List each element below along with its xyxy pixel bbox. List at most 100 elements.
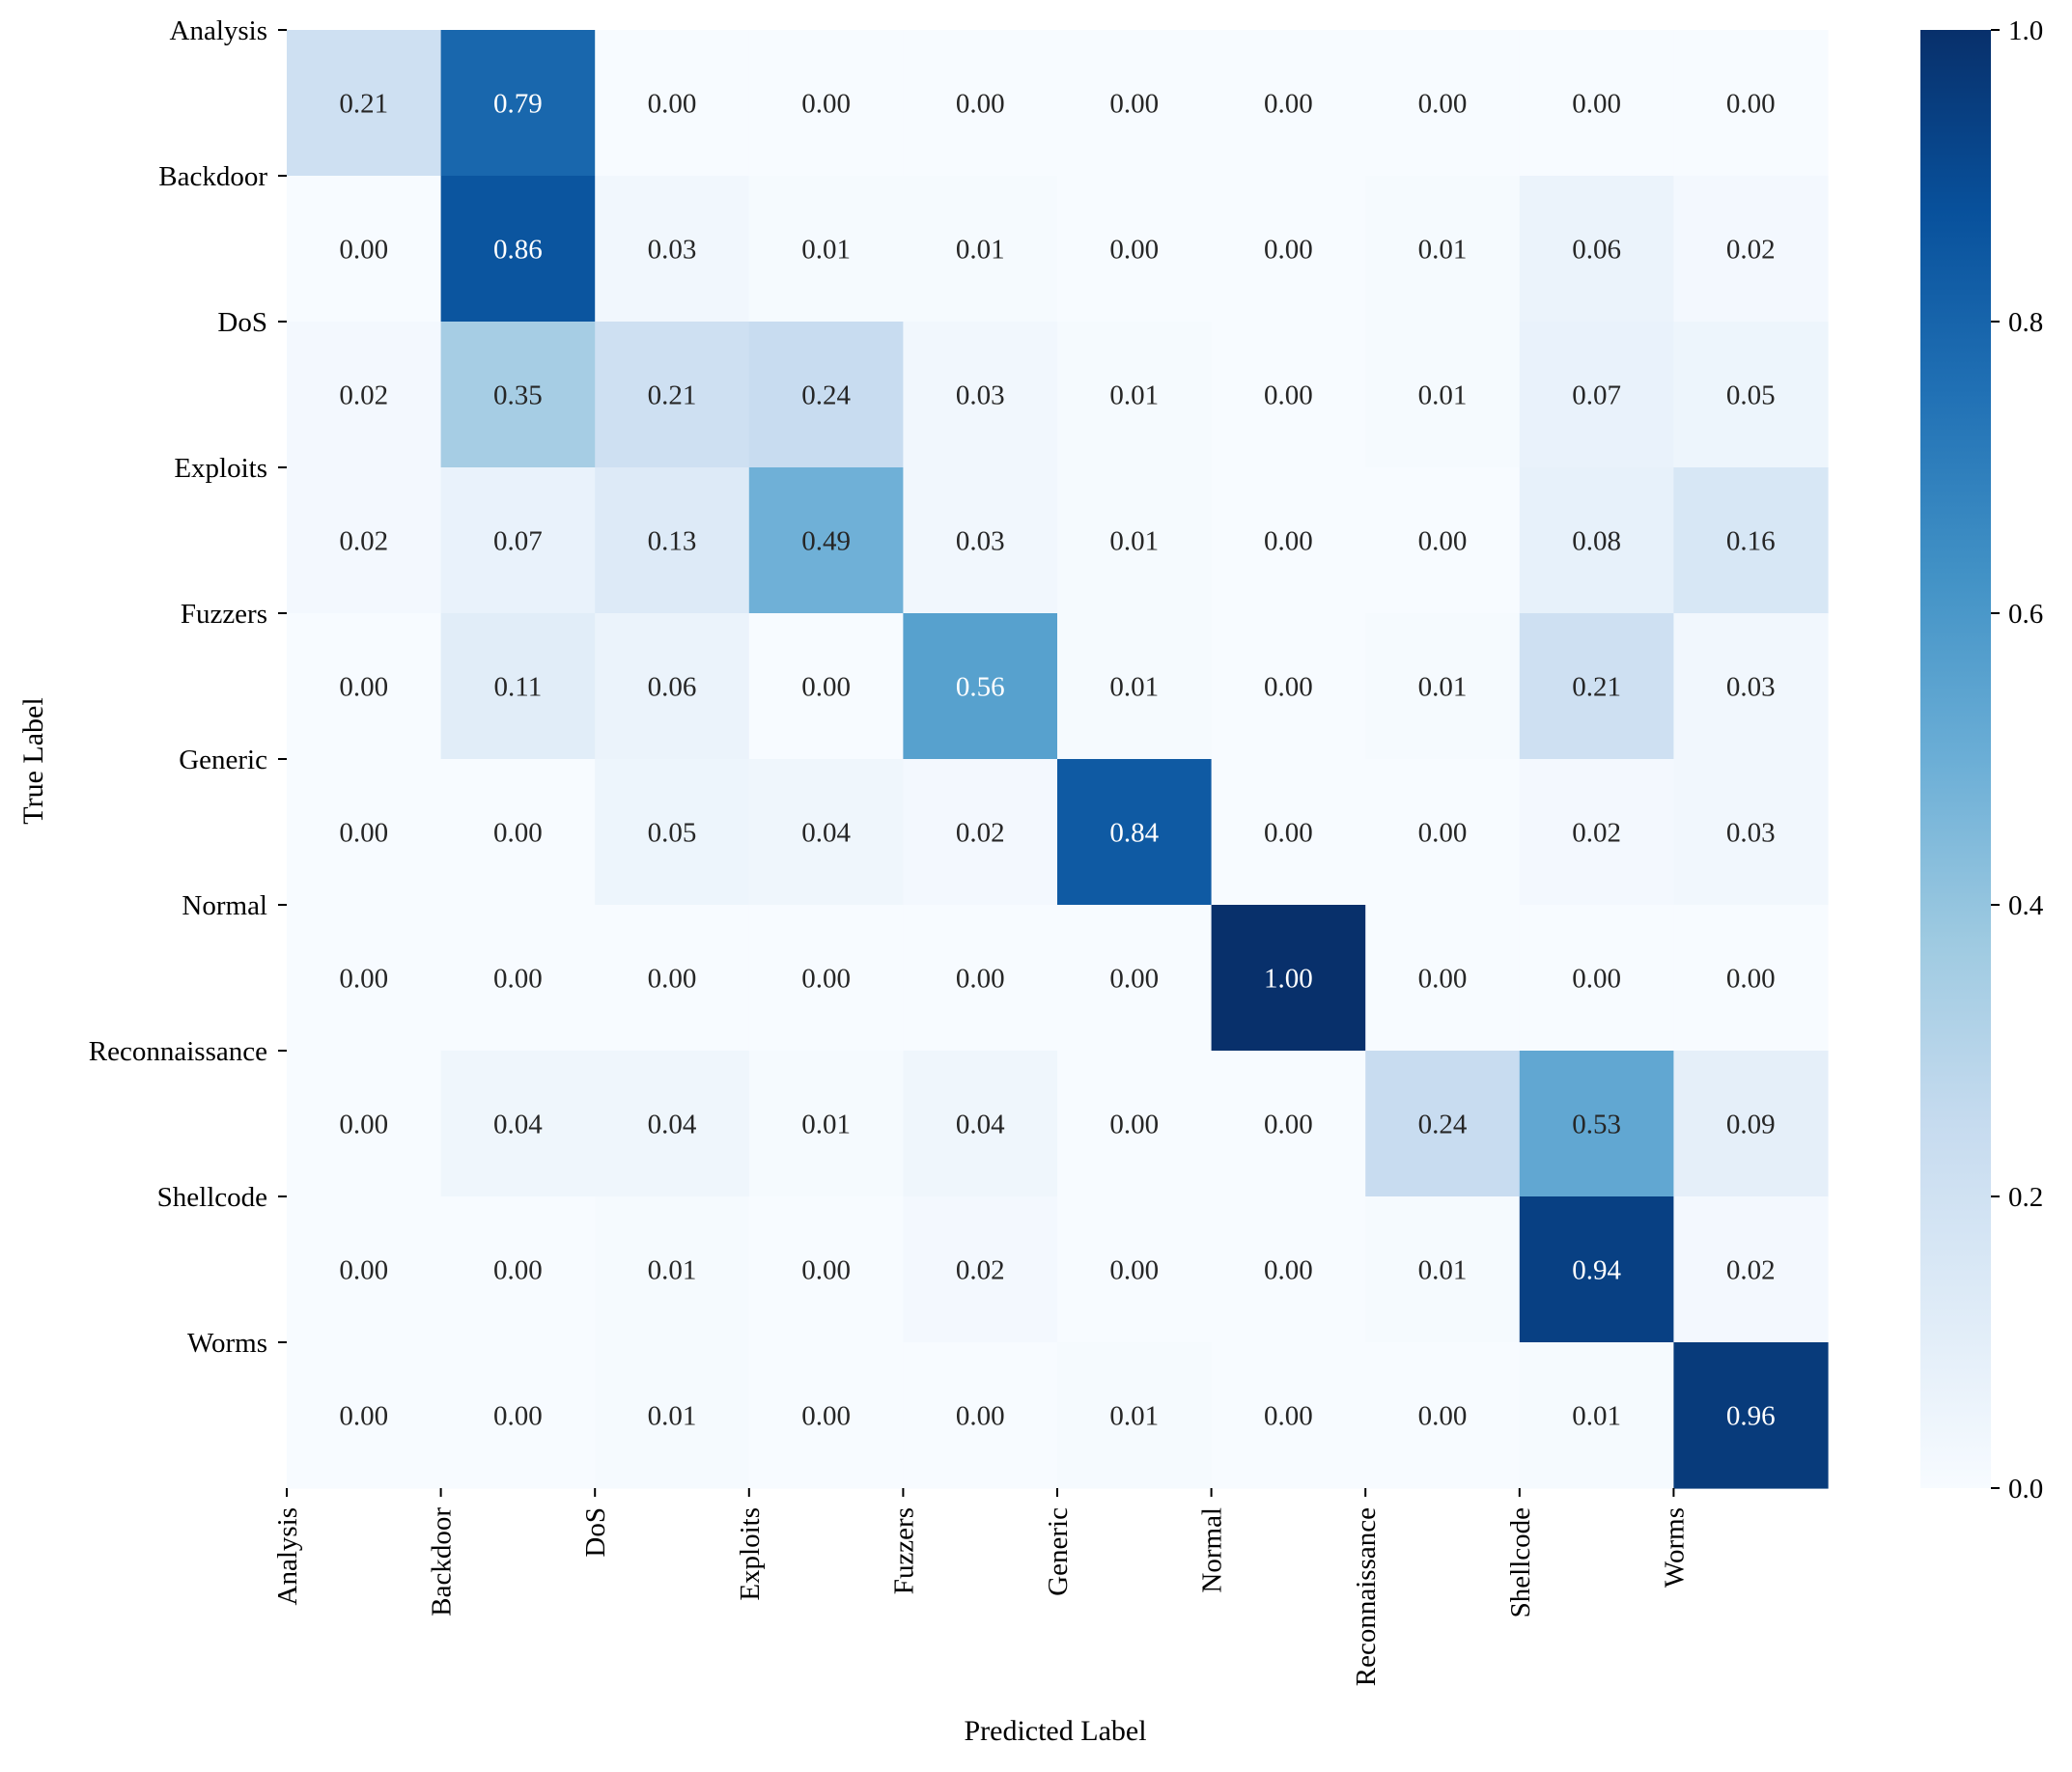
heatmap-cell-analysis-shellcode bbox=[1519, 30, 1674, 177]
cell-value-label: 0.07 bbox=[1572, 380, 1621, 411]
heatmap-cell-normal-dos bbox=[595, 905, 750, 1052]
y-tick-label-shellcode: Shellcode bbox=[157, 1182, 267, 1213]
cell-value-label: 0.00 bbox=[801, 964, 851, 995]
y-axis-title: True Label bbox=[17, 697, 49, 824]
heatmap-cell-backdoor-normal bbox=[1211, 176, 1366, 323]
colorbar-gradient bbox=[1920, 30, 1991, 1488]
cell-value-label: 0.00 bbox=[339, 672, 388, 703]
cell-value-label: 0.01 bbox=[1109, 1401, 1159, 1432]
cell-value-label: 0.00 bbox=[1109, 964, 1159, 995]
cell-value-label: 0.00 bbox=[1418, 89, 1468, 120]
cell-value-label: 0.00 bbox=[1264, 1401, 1313, 1432]
cell-value-label: 0.00 bbox=[1264, 672, 1313, 703]
heatmap-cell-backdoor-fuzzers bbox=[903, 176, 1058, 323]
cell-value-label: 0.04 bbox=[801, 818, 851, 849]
cell-value-label: 0.01 bbox=[1418, 1255, 1468, 1286]
cell-value-label: 0.02 bbox=[1726, 235, 1776, 266]
heatmap-cell-backdoor-analysis bbox=[287, 176, 442, 323]
cell-value-label: 0.00 bbox=[1109, 235, 1159, 266]
heatmap-cell-normal-backdoor bbox=[440, 905, 596, 1052]
x-tick-label-reconnaissance: Reconnaissance bbox=[1351, 1507, 1382, 1686]
cell-value-label: 0.79 bbox=[493, 89, 543, 120]
heatmap-cell-analysis-dos bbox=[595, 30, 750, 177]
cell-value-label: 0.21 bbox=[648, 380, 697, 411]
cell-value-label: 0.02 bbox=[339, 526, 388, 557]
heatmap-cell-backdoor-dos bbox=[595, 176, 750, 323]
x-tick-label-generic: Generic bbox=[1043, 1507, 1074, 1596]
heatmap-cell-backdoor-worms bbox=[1673, 176, 1829, 323]
cell-value-label: 0.02 bbox=[1572, 818, 1621, 849]
colorbar-tick-label: 0.6 bbox=[2008, 599, 2043, 630]
heatmap-cell-exploits-analysis bbox=[287, 467, 442, 614]
heatmap-cell-dos-dos bbox=[595, 322, 750, 468]
heatmap-cell-labels: 0.21 0.79 0.00 0.00 0.00 0.00 0.00 0.00 0.00 0.00… bbox=[339, 89, 1775, 1432]
cell-value-label: 0.00 bbox=[1572, 89, 1621, 120]
heatmap-cell-backdoor-shellcode bbox=[1519, 176, 1674, 323]
heatmap-cell-dos-reconnaissance bbox=[1365, 322, 1521, 468]
heatmap-cell-generic-backdoor bbox=[440, 759, 596, 906]
x-tick-label-analysis: Analysis bbox=[272, 1507, 303, 1606]
cell-value-label: 0.00 bbox=[1264, 1110, 1313, 1140]
heatmap-cell-backdoor-exploits bbox=[748, 176, 904, 323]
cell-value-label: 0.00 bbox=[1264, 380, 1313, 411]
heatmap-cell-dos-exploits bbox=[748, 322, 904, 468]
heatmap-cell-analysis-worms bbox=[1673, 30, 1829, 177]
cell-value-label: 0.02 bbox=[956, 1255, 1005, 1286]
cell-value-label: 0.96 bbox=[1726, 1401, 1776, 1432]
cell-value-label: 0.21 bbox=[1572, 672, 1621, 703]
cell-value-label: 0.00 bbox=[339, 964, 388, 995]
heatmap-cell-shellcode-analysis bbox=[287, 1196, 442, 1343]
cell-value-label: 0.00 bbox=[801, 1401, 851, 1432]
cell-value-label: 0.49 bbox=[801, 526, 851, 557]
cell-value-label: 0.84 bbox=[1109, 818, 1159, 849]
cell-value-label: 0.00 bbox=[1572, 964, 1621, 995]
heatmap-cell-fuzzers-generic bbox=[1057, 613, 1213, 760]
cell-value-label: 0.21 bbox=[339, 89, 388, 120]
cell-value-label: 0.05 bbox=[648, 818, 697, 849]
cell-value-label: 0.24 bbox=[801, 380, 851, 411]
cell-value-label: 0.03 bbox=[956, 526, 1005, 557]
heatmap-cell-exploits-worms bbox=[1673, 467, 1829, 614]
heatmap-cell-dos-generic bbox=[1057, 322, 1213, 468]
cell-value-label: 0.86 bbox=[493, 235, 543, 266]
heatmap-cell-fuzzers-reconnaissance bbox=[1365, 613, 1521, 760]
x-axis-title: Predicted Label bbox=[964, 1715, 1146, 1747]
colorbar-tick-label: 0.8 bbox=[2008, 307, 2043, 338]
colorbar: 0.0 0.2 0.4 0.6 0.8 1.0 bbox=[1920, 15, 2044, 1505]
cell-value-label: 0.24 bbox=[1418, 1110, 1468, 1140]
cell-value-label: 0.02 bbox=[1726, 1255, 1776, 1286]
heatmap-cell-exploits-shellcode bbox=[1519, 467, 1674, 614]
cell-value-label: 0.01 bbox=[801, 1110, 851, 1140]
y-tick-label-analysis: Analysis bbox=[170, 15, 268, 46]
heatmap-cell-normal-worms bbox=[1673, 905, 1829, 1052]
x-tick-label-dos: DoS bbox=[580, 1507, 611, 1558]
cell-value-label: 0.00 bbox=[1264, 235, 1313, 266]
cell-value-label: 0.01 bbox=[1418, 672, 1468, 703]
heatmap-cell-fuzzers-backdoor bbox=[440, 613, 596, 760]
cell-value-label: 0.09 bbox=[1726, 1110, 1776, 1140]
heatmap-cell-worms-reconnaissance bbox=[1365, 1342, 1521, 1489]
heatmap-cell-normal-reconnaissance bbox=[1365, 905, 1521, 1052]
heatmap-cell-worms-fuzzers bbox=[903, 1342, 1058, 1489]
cell-value-label: 0.03 bbox=[648, 235, 697, 266]
cell-value-label: 0.00 bbox=[339, 818, 388, 849]
heatmap-cells bbox=[287, 30, 1829, 1489]
heatmap-cell-exploits-generic bbox=[1057, 467, 1213, 614]
cell-value-label: 0.03 bbox=[956, 380, 1005, 411]
heatmap-cell-fuzzers-dos bbox=[595, 613, 750, 760]
heatmap-cell-shellcode-generic bbox=[1057, 1196, 1213, 1343]
cell-value-label: 0.53 bbox=[1572, 1110, 1621, 1140]
cell-value-label: 0.05 bbox=[1726, 380, 1776, 411]
cell-value-label: 0.00 bbox=[1418, 964, 1468, 995]
cell-value-label: 0.00 bbox=[956, 1401, 1005, 1432]
cell-value-label: 0.11 bbox=[494, 672, 543, 703]
heatmap-cell-reconnaissance-reconnaissance bbox=[1365, 1051, 1521, 1197]
cell-value-label: 0.01 bbox=[1109, 526, 1159, 557]
heatmap-cell-shellcode-fuzzers bbox=[903, 1196, 1058, 1343]
heatmap-cell-generic-exploits bbox=[748, 759, 904, 906]
cell-value-label: 0.00 bbox=[1109, 89, 1159, 120]
heatmap-cell-reconnaissance-dos bbox=[595, 1051, 750, 1197]
cell-value-label: 1.00 bbox=[1264, 964, 1313, 995]
x-tick-label-shellcode: Shellcode bbox=[1505, 1507, 1536, 1617]
